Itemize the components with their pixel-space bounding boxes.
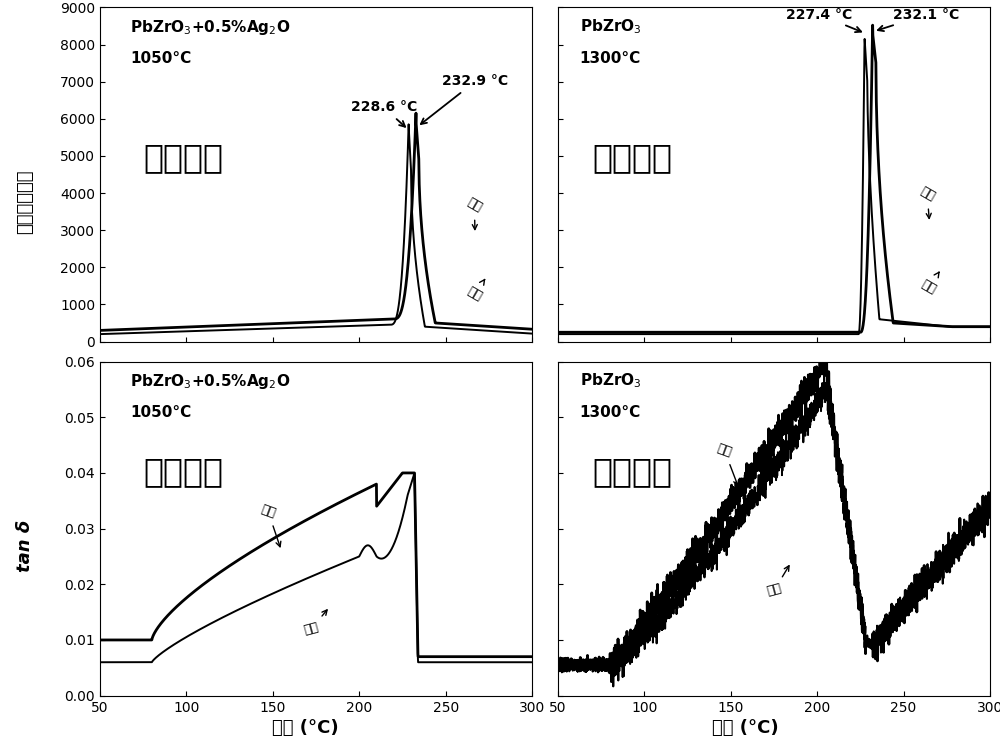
Text: 温度 (°C): 温度 (°C) [272,719,338,737]
Text: 实施例一: 实施例一 [143,141,223,174]
Text: PbZrO$_3$+0.5%Ag$_2$O: PbZrO$_3$+0.5%Ag$_2$O [130,17,291,37]
Text: 1300°C: 1300°C [580,51,641,66]
Text: 1300°C: 1300°C [580,405,641,420]
Text: PbZrO$_3$: PbZrO$_3$ [580,372,641,390]
Text: PbZrO$_3$: PbZrO$_3$ [580,17,641,36]
Text: PbZrO$_3$+0.5%Ag$_2$O: PbZrO$_3$+0.5%Ag$_2$O [130,372,291,390]
Text: tan δ: tan δ [16,520,34,572]
Text: 228.6 °C: 228.6 °C [351,100,417,126]
Text: 1050°C: 1050°C [130,51,191,66]
Text: 降温: 降温 [465,196,484,230]
Text: 227.4 °C: 227.4 °C [786,7,861,32]
Text: 降温: 降温 [715,442,738,485]
Text: 1050°C: 1050°C [130,405,191,420]
Text: 232.1 °C: 232.1 °C [878,7,959,31]
Text: 对比例一: 对比例一 [593,455,673,488]
Text: 温度 (°C): 温度 (°C) [712,719,778,737]
Text: 232.9 °C: 232.9 °C [421,75,508,124]
Text: 对比例一: 对比例一 [593,141,673,174]
Text: 升温: 升温 [465,280,485,304]
Text: 相对介电常数: 相对介电常数 [16,170,34,234]
Text: 升温: 升温 [919,272,939,296]
Text: 降温: 降温 [259,503,281,547]
Text: 实施例一: 实施例一 [143,455,223,488]
Text: 升温: 升温 [302,610,327,637]
Text: 升温: 升温 [765,565,789,598]
Text: 降温: 降温 [917,185,937,218]
